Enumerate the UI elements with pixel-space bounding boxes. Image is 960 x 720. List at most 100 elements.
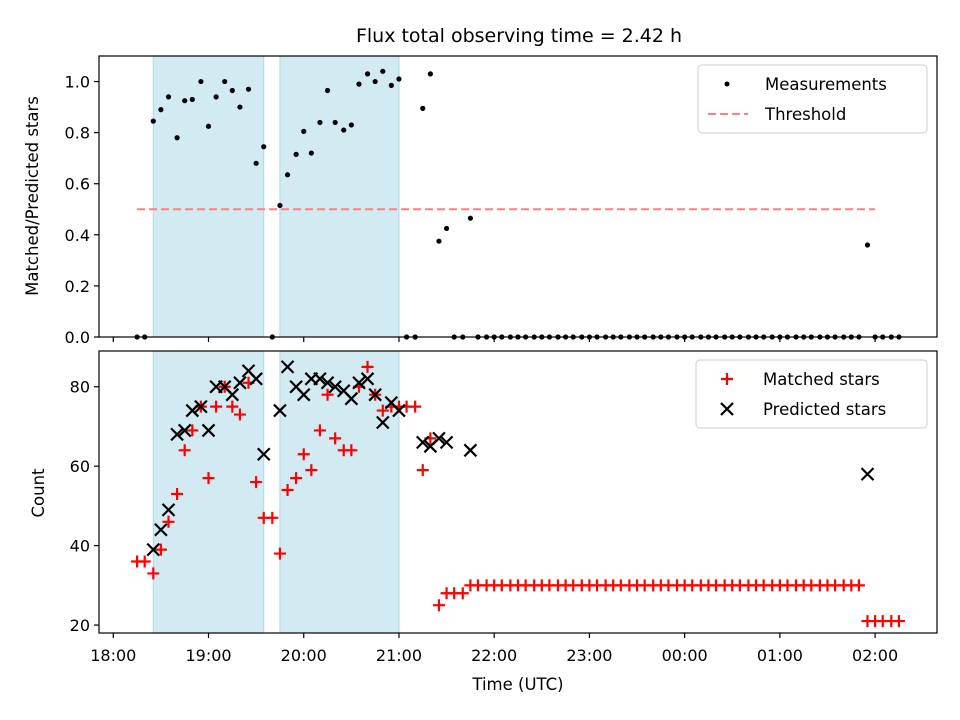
predicted-star-point bbox=[249, 372, 263, 386]
predicted-star-point bbox=[177, 423, 192, 438]
bottom-y-tick-label: 60 bbox=[70, 457, 90, 476]
measurement-point bbox=[222, 78, 228, 85]
x-tick-label: 19:00 bbox=[185, 646, 231, 665]
predicted-star-point bbox=[344, 391, 359, 406]
observing-interval-bottom-0 bbox=[152, 350, 265, 634]
x-tick-label: 22:00 bbox=[471, 646, 517, 665]
top-y-tick-label: 0.4 bbox=[65, 226, 90, 245]
matched-star-point bbox=[416, 464, 429, 477]
matched-star-point bbox=[376, 404, 389, 417]
measurement-point bbox=[237, 104, 243, 110]
matched-star-point bbox=[290, 472, 303, 485]
measurement-point bbox=[301, 128, 307, 134]
measurement-point bbox=[324, 87, 331, 94]
top-y-tick-label: 0.8 bbox=[65, 124, 90, 143]
bottom-plot-frame bbox=[98, 350, 938, 634]
top-y-axis: 0.0 0.2 0.4 0.6 0.8 1.0 bbox=[65, 73, 99, 347]
legend-label-measurements: Measurements bbox=[765, 75, 887, 94]
measurement-point bbox=[364, 71, 371, 77]
matched-star-point bbox=[273, 547, 286, 560]
matched-star-point bbox=[313, 424, 326, 437]
measurement-point bbox=[341, 127, 347, 133]
predicted-star-point bbox=[233, 375, 247, 390]
predicted-star-point bbox=[185, 403, 200, 418]
top-y-tick-label: 0.0 bbox=[65, 328, 90, 347]
matched-star-point bbox=[186, 424, 199, 437]
measurement-point bbox=[253, 160, 259, 166]
predicted-star-point bbox=[161, 503, 176, 517]
predicted-star-point bbox=[280, 360, 295, 374]
matched-star-point bbox=[456, 587, 469, 600]
predicted-star-point bbox=[328, 379, 342, 394]
top-legend: Measurements Threshold bbox=[697, 64, 928, 134]
measurement-point bbox=[388, 82, 394, 88]
matched-star-point bbox=[321, 388, 334, 401]
predicted-star-point bbox=[273, 403, 287, 418]
predicted-star-point bbox=[320, 375, 335, 390]
matched-star-point bbox=[250, 476, 263, 489]
x-tick-label: 20:00 bbox=[281, 646, 327, 665]
legend-marker-matched bbox=[721, 373, 733, 385]
observing-interval-bottom-1 bbox=[279, 350, 400, 634]
predicted-star-point bbox=[146, 542, 161, 557]
observing-interval-top-0 bbox=[152, 55, 265, 338]
matched-star-point bbox=[297, 448, 310, 461]
measurement-point bbox=[467, 215, 473, 221]
predicted-star-point bbox=[225, 387, 240, 402]
predicted-star-point bbox=[860, 467, 875, 481]
bottom-y-axis: 20 40 60 80 bbox=[70, 378, 99, 635]
measurement-point bbox=[332, 119, 338, 126]
measurement-point bbox=[317, 119, 323, 126]
measurement-point bbox=[436, 238, 442, 244]
measurement-point bbox=[443, 225, 450, 232]
predicted-stars-series bbox=[146, 360, 875, 557]
predicted-star-point bbox=[360, 372, 375, 386]
measurement-point bbox=[348, 122, 354, 128]
observing-intervals-top bbox=[152, 55, 400, 338]
measurement-point bbox=[213, 94, 219, 100]
x-tick-label: 01:00 bbox=[757, 646, 803, 665]
measurement-point bbox=[284, 172, 291, 178]
predicted-star-point bbox=[154, 522, 168, 537]
top-y-tick-label: 0.6 bbox=[65, 175, 90, 194]
top-y-tick-label: 1.0 bbox=[65, 73, 90, 92]
matched-star-point bbox=[138, 555, 151, 568]
top-panel: Flux total observing time = 2.42 h 0.00.… bbox=[23, 25, 938, 347]
measurement-point bbox=[229, 87, 235, 94]
top-y-axis-label: Matched/Predicted stars bbox=[23, 96, 42, 296]
predicted-star-point bbox=[201, 423, 216, 438]
top-legend-box bbox=[697, 64, 928, 134]
matched-star-point bbox=[345, 444, 358, 457]
matched-star-point bbox=[210, 400, 223, 413]
observing-intervals-bottom bbox=[152, 350, 400, 634]
measurement-point bbox=[420, 105, 426, 111]
observing-interval-top-1 bbox=[279, 55, 400, 338]
bottom-y-tick-label: 40 bbox=[70, 537, 90, 556]
legend-marker-predicted bbox=[720, 402, 734, 416]
measurement-point bbox=[396, 76, 402, 82]
bottom-y-tick-label: 20 bbox=[70, 616, 90, 635]
legend-label-predicted: Predicted stars bbox=[763, 400, 886, 419]
matched-star-point bbox=[266, 511, 279, 524]
measurement-point bbox=[380, 68, 386, 74]
top-y-tick-label: 0.2 bbox=[65, 277, 90, 296]
matched-star-point bbox=[202, 472, 215, 485]
legend-marker-measurements bbox=[724, 81, 730, 87]
x-tick-label: 23:00 bbox=[566, 646, 612, 665]
measurement-point bbox=[261, 144, 267, 150]
matched-star-point bbox=[892, 615, 905, 628]
measurement-point bbox=[864, 242, 871, 248]
bottom-legend-box bbox=[695, 359, 928, 429]
predicted-star-point bbox=[368, 387, 382, 402]
predicted-star-point bbox=[392, 403, 406, 418]
predicted-star-point bbox=[415, 435, 430, 450]
measurement-point bbox=[308, 150, 314, 156]
x-axis-label: Time (UTC) bbox=[471, 675, 563, 694]
predicted-star-point bbox=[313, 372, 327, 386]
matched-star-point bbox=[361, 360, 374, 373]
measurement-point bbox=[372, 78, 378, 85]
x-tick-label: 21:00 bbox=[376, 646, 422, 665]
measurement-point bbox=[189, 96, 195, 103]
bottom-y-tick-label: 80 bbox=[70, 378, 90, 397]
